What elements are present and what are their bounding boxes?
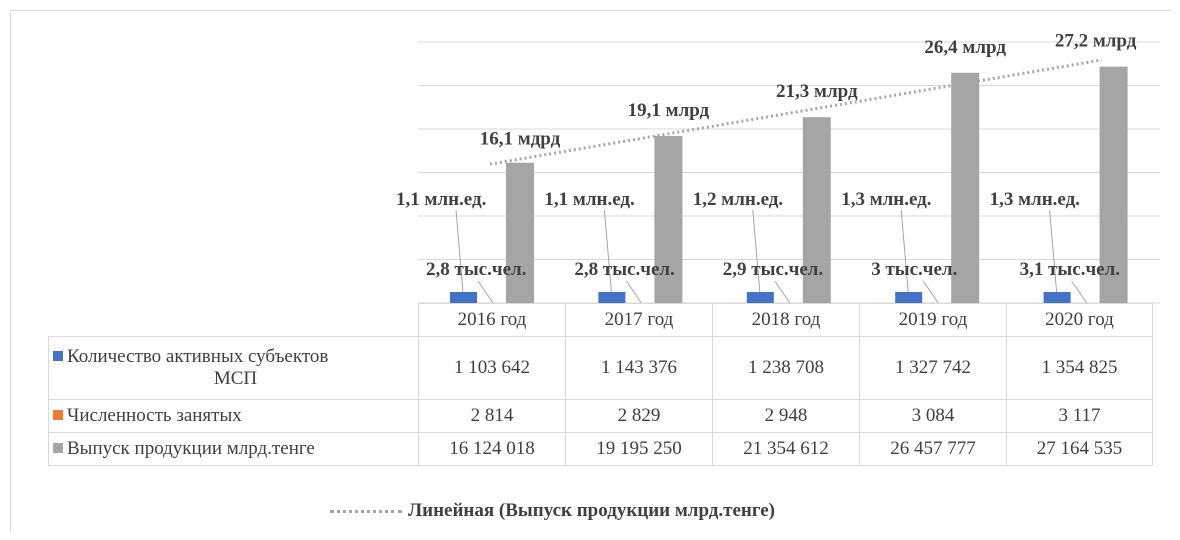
data-label: 27,2 млрд bbox=[1055, 31, 1137, 52]
series-name: Выпуск продукции млрд.тенге bbox=[67, 438, 315, 459]
leader-line bbox=[625, 280, 642, 304]
table-cell: 3 117 bbox=[1006, 399, 1153, 433]
leader-line bbox=[1049, 209, 1058, 293]
trendline bbox=[489, 58, 1102, 166]
data-label: 19,1 млрд bbox=[628, 100, 710, 121]
bar bbox=[802, 117, 831, 303]
leader-line bbox=[1071, 280, 1088, 304]
legend-swatch bbox=[53, 443, 63, 453]
data-label: 1,2 млн.ед. bbox=[693, 189, 783, 210]
data-label: 16,1 мдрд bbox=[480, 129, 561, 150]
bar bbox=[1043, 292, 1071, 303]
data-label: 3 тыс.чел. bbox=[871, 259, 957, 280]
leader-line bbox=[603, 209, 612, 293]
data-label: 2,8 тыс.чел. bbox=[426, 259, 526, 280]
leader-line bbox=[455, 209, 464, 293]
data-label: 1,3 млн.ед. bbox=[990, 189, 1080, 210]
legend-swatch bbox=[53, 351, 63, 361]
table-cell: 19 195 250 bbox=[565, 432, 713, 466]
series-header: Количество активных субъектов МСП bbox=[48, 336, 419, 400]
table-cell: 1 327 742 bbox=[859, 336, 1007, 400]
data-label: 2,8 тыс.чел. bbox=[574, 259, 674, 280]
table-corner bbox=[48, 303, 419, 337]
data-label: 1,1 млн.ед. bbox=[544, 189, 634, 210]
bar bbox=[598, 292, 626, 303]
leader-line bbox=[477, 280, 494, 304]
data-label: 21,3 млрд bbox=[776, 81, 858, 102]
leader-line bbox=[774, 280, 791, 304]
leader-line bbox=[922, 280, 939, 304]
series-name: Количество активных субъектов bbox=[67, 346, 329, 367]
tick-label: 2016 год bbox=[418, 303, 566, 337]
table-cell: 2 829 bbox=[565, 399, 713, 433]
legend-label: Линейная (Выпуск продукции млрд.тенге) bbox=[408, 500, 775, 521]
table-cell: 26 457 777 bbox=[859, 432, 1007, 466]
table-row: Количество активных субъектов МСП 1 103 6… bbox=[48, 336, 1153, 400]
bar bbox=[951, 72, 980, 303]
table-cell: 2 948 bbox=[712, 399, 860, 433]
legend: Линейная (Выпуск продукции млрд.тенге) bbox=[330, 500, 775, 522]
bar bbox=[654, 136, 683, 303]
series-header: Численность занятых bbox=[48, 399, 419, 433]
tick-label: 2020 год bbox=[1006, 303, 1153, 337]
data-label: 26,4 млрд bbox=[924, 37, 1006, 58]
data-label: 1,1 млн.ед. bbox=[396, 189, 486, 210]
bar bbox=[895, 292, 923, 303]
table-cell: 16 124 018 bbox=[418, 432, 566, 466]
series-name: Численность занятых bbox=[67, 405, 242, 426]
data-label: 3,1 тыс.чел. bbox=[1020, 259, 1120, 280]
chart-area bbox=[10, 10, 1171, 532]
data-label: 1,3 млн.ед. bbox=[841, 189, 931, 210]
bar bbox=[746, 292, 774, 303]
table-cell: 3 084 bbox=[859, 399, 1007, 433]
tick-label: 2019 год bbox=[859, 303, 1007, 337]
table-cell: 1 143 376 bbox=[565, 336, 713, 400]
table-cell: 1 354 825 bbox=[1006, 336, 1153, 400]
tick-label: 2017 год bbox=[565, 303, 713, 337]
series-header: Выпуск продукции млрд.тенге bbox=[48, 432, 419, 466]
tick-label: 2018 год bbox=[712, 303, 860, 337]
series-name-cont: МСП bbox=[213, 368, 258, 389]
leader-line bbox=[900, 209, 909, 293]
table-header-row: 2016 год 2017 год 2018 год 2019 год 2020… bbox=[48, 303, 1153, 337]
data-table: 2016 год 2017 год 2018 год 2019 год 2020… bbox=[48, 303, 1153, 466]
leader-line bbox=[752, 209, 761, 293]
table-cell: 1 238 708 bbox=[712, 336, 860, 400]
bar bbox=[506, 162, 534, 303]
table-row: Выпуск продукции млрд.тенге 16 124 018 1… bbox=[48, 432, 1153, 466]
bar bbox=[1099, 66, 1128, 303]
table-cell: 2 814 bbox=[418, 399, 566, 433]
data-label: 2,9 тыс.чел. bbox=[723, 259, 823, 280]
table-row: Численность занятых 2 814 2 829 2 948 3 … bbox=[48, 399, 1153, 433]
trendline-legend-key bbox=[330, 509, 402, 513]
table-cell: 21 354 612 bbox=[712, 432, 860, 466]
table-cell: 27 164 535 bbox=[1006, 432, 1153, 466]
bar bbox=[450, 292, 477, 303]
table-cell: 1 103 642 bbox=[418, 336, 566, 400]
legend-swatch bbox=[53, 410, 63, 420]
